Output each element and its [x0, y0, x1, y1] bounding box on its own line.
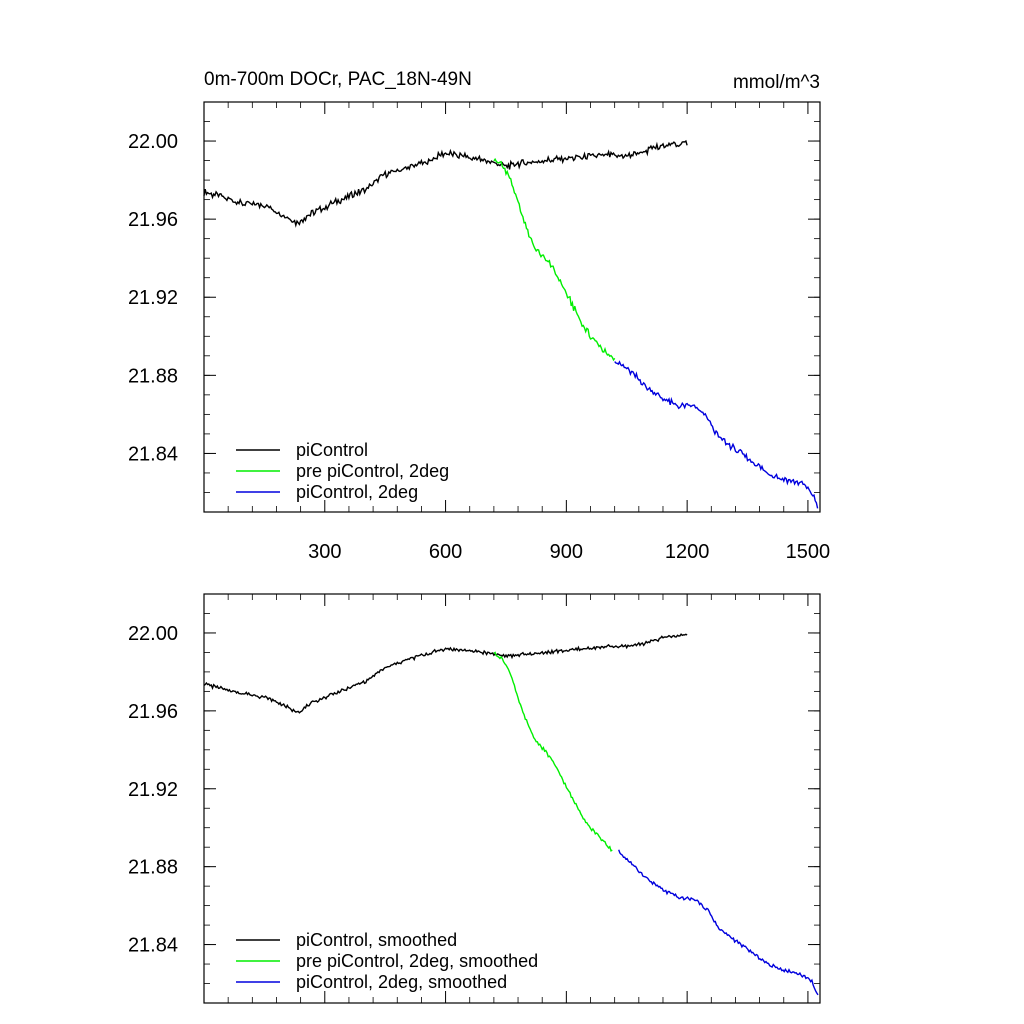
series-line-2 — [493, 651, 613, 852]
chart-panel-2: 21.84 21.88 21.92 21.96 22.00 piControl, smoo… — [128, 593, 821, 1004]
series-line-2 — [493, 157, 616, 362]
y-tick-label: 21.96 — [128, 209, 178, 231]
x-tick-label: 600 — [429, 541, 462, 563]
y-tick-label: 21.88 — [128, 857, 178, 879]
y-tick-label: 22.00 — [128, 131, 178, 153]
y-tick-label: 21.84 — [128, 935, 178, 957]
plot-frame — [203, 593, 821, 1004]
series-line-1 — [203, 633, 688, 714]
series-line-3 — [618, 849, 819, 996]
y-tick-label: 21.84 — [128, 443, 178, 465]
y-tick-label: 22.00 — [128, 623, 178, 645]
x-tick-label: 1200 — [665, 541, 710, 563]
plot-frame — [203, 101, 821, 513]
x-tick-label: 300 — [308, 541, 341, 563]
x-tick-label: 900 — [550, 541, 583, 563]
y-tick-label: 21.92 — [128, 779, 178, 801]
chart-title: 0m-700m DOCr, PAC_18N-49N — [204, 69, 472, 90]
legend-label: pre piControl, 2deg, smoothed — [296, 951, 538, 971]
units-label: mmol/m^3 — [733, 72, 820, 93]
legend-label: piControl, 2deg, smoothed — [296, 972, 507, 992]
chart-panel-1: 21.84 21.88 21.92 21.96 22.00 300 600 900 1200 15… — [128, 69, 830, 563]
y-tick-label: 21.88 — [128, 365, 178, 387]
legend-label: piControl, 2deg — [296, 482, 418, 502]
series-line-3 — [614, 360, 819, 509]
y-tick-label: 21.96 — [128, 701, 178, 723]
series-line-1 — [203, 139, 688, 228]
legend-label: piControl — [296, 440, 368, 460]
x-tick-label: 1500 — [786, 541, 831, 563]
legend-label: piControl, smoothed — [296, 930, 457, 950]
legend-label: pre piControl, 2deg — [296, 461, 449, 481]
y-tick-label: 21.92 — [128, 287, 178, 309]
